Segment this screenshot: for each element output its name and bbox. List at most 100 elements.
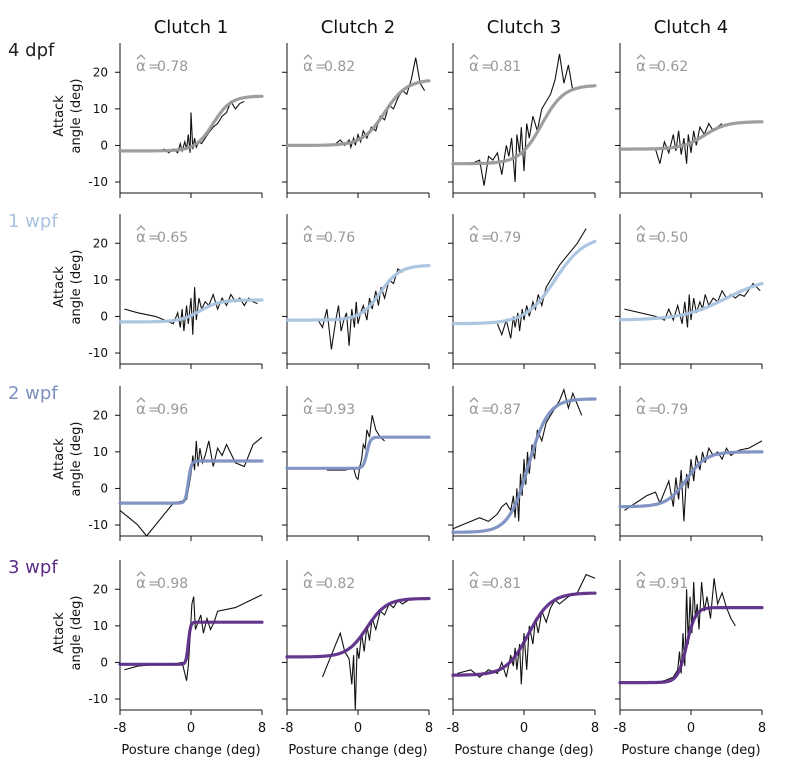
alpha-value: 0.98 xyxy=(157,576,188,592)
alpha-prefix: = xyxy=(315,59,327,75)
alpha-prefix: = xyxy=(648,402,660,418)
fit-curve xyxy=(618,450,764,509)
row-label: 3 wpf xyxy=(8,557,58,578)
y-tick-label: 20 xyxy=(93,236,108,250)
alpha-value: 0.81 xyxy=(490,59,521,75)
alpha-prefix: = xyxy=(481,59,493,75)
fit-curve xyxy=(618,282,764,322)
hat-accent xyxy=(303,54,313,60)
data-series-line xyxy=(124,287,258,335)
fit-curve xyxy=(285,79,431,147)
alpha-symbol: α xyxy=(636,57,646,75)
alpha-symbol: α xyxy=(469,400,479,418)
fit-curve xyxy=(451,591,597,677)
hat-accent xyxy=(136,571,146,577)
x-tick-label: 0 xyxy=(354,721,362,736)
hat-accent xyxy=(636,397,646,403)
fit-curve xyxy=(618,120,764,151)
alpha-value: 0.81 xyxy=(490,576,521,592)
hat-accent xyxy=(303,397,313,403)
x-tick-label: 8 xyxy=(758,721,766,736)
alpha-prefix: = xyxy=(315,576,327,592)
alpha-prefix: = xyxy=(315,230,327,246)
fit-curve xyxy=(285,264,431,322)
alpha-symbol: α xyxy=(636,228,646,246)
alpha-prefix: = xyxy=(481,402,493,418)
y-tick-label: -10 xyxy=(88,175,108,189)
fit-curve xyxy=(285,435,431,470)
x-axis-label: Posture change (deg) xyxy=(454,743,593,758)
y-axis-label: angle (deg) xyxy=(69,250,84,325)
fit-curve xyxy=(118,298,264,324)
data-series-line xyxy=(496,228,587,339)
alpha-symbol: α xyxy=(469,574,479,592)
alpha-symbol: α xyxy=(469,228,479,246)
y-tick-label: 0 xyxy=(100,655,108,669)
hat-accent xyxy=(469,54,479,60)
column-title: Clutch 1 xyxy=(154,17,229,38)
fit-curve xyxy=(451,239,597,326)
row-label: 2 wpf xyxy=(8,383,58,404)
alpha-value: 0.65 xyxy=(157,230,188,246)
x-tick-label: 0 xyxy=(687,721,695,736)
y-tick-label: 0 xyxy=(100,138,108,152)
fit-curve xyxy=(285,596,431,659)
alpha-symbol: α xyxy=(136,574,146,592)
column-title: Clutch 2 xyxy=(321,17,396,38)
hat-accent xyxy=(303,225,313,231)
alpha-prefix: = xyxy=(481,576,493,592)
x-tick-label: 8 xyxy=(425,721,433,736)
y-axis-label: angle (deg) xyxy=(69,422,84,497)
alpha-prefix: = xyxy=(148,576,160,592)
x-tick-label: 8 xyxy=(591,721,599,736)
y-axis-label: Attack xyxy=(52,612,67,654)
alpha-value: 0.82 xyxy=(324,576,355,592)
alpha-value: 0.91 xyxy=(657,576,688,592)
x-tick-label: 0 xyxy=(187,721,195,736)
y-axis-label: Attack xyxy=(52,95,67,137)
y-tick-label: 0 xyxy=(100,309,108,323)
fit-curve xyxy=(118,459,264,505)
alpha-symbol: α xyxy=(303,228,313,246)
fit-curve xyxy=(618,605,764,685)
data-series-line xyxy=(124,594,263,681)
alpha-prefix: = xyxy=(315,402,327,418)
x-tick-label: 0 xyxy=(520,721,528,736)
alpha-value: 0.93 xyxy=(324,402,355,418)
y-tick-label: 20 xyxy=(93,408,108,422)
x-tick-label: -8 xyxy=(114,721,127,736)
alpha-value: 0.87 xyxy=(490,402,521,418)
x-tick-label: -8 xyxy=(281,721,294,736)
alpha-symbol: α xyxy=(303,57,313,75)
hat-accent xyxy=(636,571,646,577)
alpha-symbol: α xyxy=(636,574,646,592)
column-title: Clutch 3 xyxy=(487,17,562,38)
alpha-prefix: = xyxy=(648,59,660,75)
data-series-line xyxy=(317,267,403,350)
alpha-value: 0.78 xyxy=(157,59,188,75)
hat-accent xyxy=(469,571,479,577)
y-tick-label: 20 xyxy=(93,582,108,596)
row-label: 1 wpf xyxy=(8,211,58,232)
x-tick-label: -8 xyxy=(447,721,460,736)
alpha-prefix: = xyxy=(148,59,160,75)
alpha-prefix: = xyxy=(648,230,660,246)
alpha-symbol: α xyxy=(636,400,646,418)
row-label: 4 dpf xyxy=(8,40,55,61)
y-tick-label: -10 xyxy=(88,518,108,532)
hat-accent xyxy=(136,54,146,60)
hat-accent xyxy=(636,54,646,60)
fit-curve xyxy=(451,84,597,166)
y-tick-label: 10 xyxy=(93,273,108,287)
alpha-value: 0.50 xyxy=(657,230,688,246)
hat-accent xyxy=(469,397,479,403)
hat-accent xyxy=(636,225,646,231)
y-tick-label: -10 xyxy=(88,346,108,360)
alpha-value: 0.76 xyxy=(324,230,355,246)
y-axis-label: Attack xyxy=(52,438,67,480)
fit-curve xyxy=(118,94,264,153)
x-axis-label: Posture change (deg) xyxy=(288,743,427,758)
y-tick-label: 10 xyxy=(93,102,108,116)
y-tick-label: 20 xyxy=(93,65,108,79)
